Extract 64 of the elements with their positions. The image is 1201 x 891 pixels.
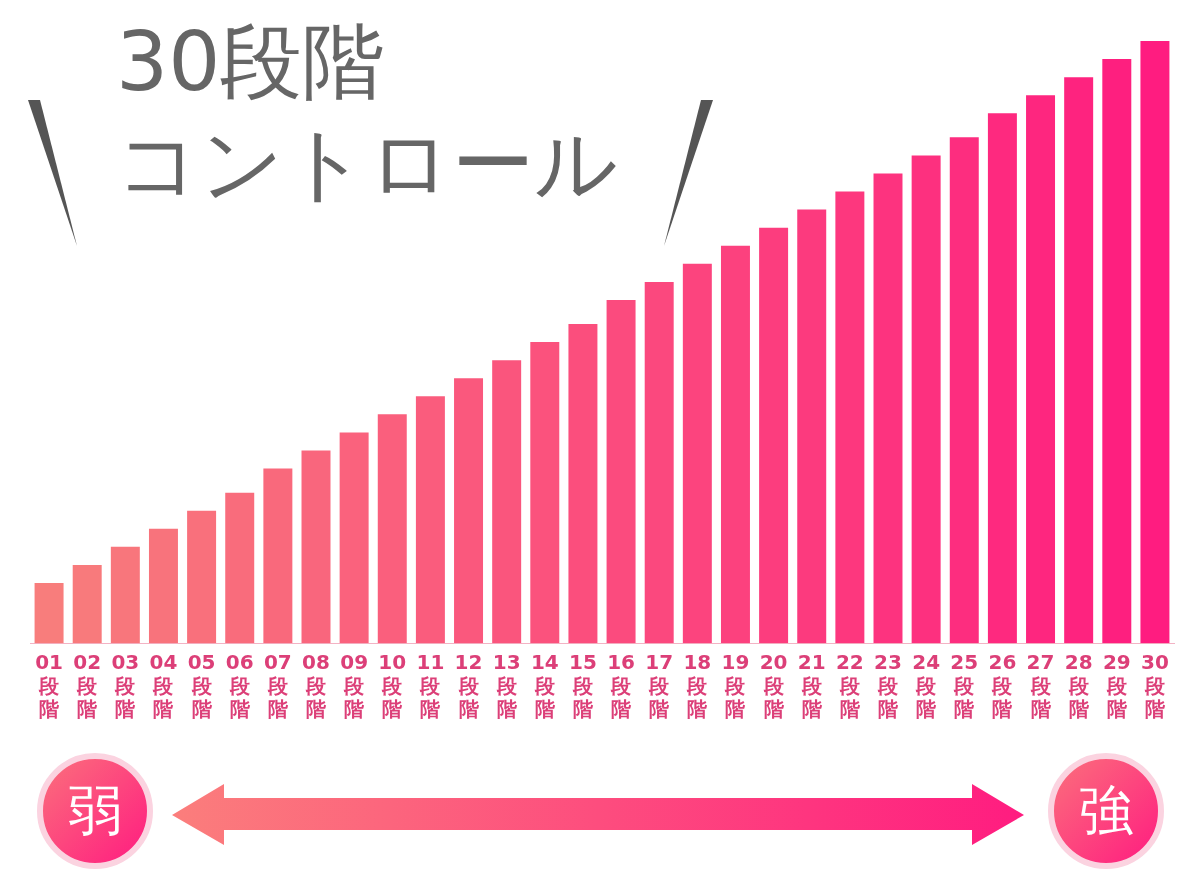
bar bbox=[72, 564, 102, 644]
bar bbox=[263, 468, 293, 644]
x-tick-label: 05段階 bbox=[187, 650, 216, 722]
bar bbox=[873, 173, 903, 644]
bar bbox=[606, 299, 636, 644]
bar bbox=[1102, 59, 1132, 644]
bar bbox=[301, 450, 331, 644]
x-tick-label: 01段階 bbox=[35, 650, 63, 722]
bar bbox=[835, 191, 865, 644]
bar bbox=[187, 510, 217, 644]
x-tick-label: 24段階 bbox=[912, 650, 941, 722]
bar bbox=[949, 137, 979, 644]
x-tick-label: 11段階 bbox=[416, 650, 445, 722]
x-tick-label: 19段階 bbox=[721, 650, 750, 722]
x-tick-label: 10段階 bbox=[378, 650, 407, 722]
bar bbox=[454, 378, 484, 644]
x-tick-label: 26段階 bbox=[988, 650, 1017, 722]
bar bbox=[148, 528, 178, 644]
text: 強 bbox=[1079, 779, 1133, 842]
bar bbox=[759, 227, 789, 644]
x-tick-label: 18段階 bbox=[683, 650, 712, 722]
bar bbox=[339, 432, 369, 644]
bar bbox=[1064, 77, 1094, 644]
x-tick-label: 07段階 bbox=[263, 650, 292, 722]
text: コントロール bbox=[116, 115, 618, 213]
bar bbox=[911, 155, 941, 644]
x-tick-label: 06段階 bbox=[225, 650, 254, 722]
x-tick-label: 08段階 bbox=[302, 650, 330, 722]
bar bbox=[720, 245, 750, 644]
chart-title: 30段階 bbox=[116, 13, 385, 111]
bar bbox=[644, 281, 674, 644]
bar bbox=[225, 492, 255, 644]
bar bbox=[492, 360, 522, 644]
bar bbox=[377, 414, 407, 644]
x-tick-label: 28段階 bbox=[1064, 650, 1093, 722]
x-tick-label: 23段階 bbox=[874, 650, 902, 722]
x-tick-label: 16段階 bbox=[607, 650, 635, 722]
x-tick-label: 03段階 bbox=[111, 650, 140, 722]
x-tick-label: 20段階 bbox=[759, 650, 788, 722]
x-tick-label: 13段階 bbox=[492, 650, 521, 722]
x-tick-label: 17段階 bbox=[645, 650, 674, 722]
bar bbox=[1140, 41, 1170, 644]
x-tick-label: 09段階 bbox=[340, 650, 369, 722]
x-tick-label: 22段階 bbox=[835, 650, 864, 722]
bar bbox=[530, 342, 560, 644]
bar bbox=[1026, 95, 1056, 644]
bar bbox=[34, 582, 64, 644]
bar bbox=[682, 263, 712, 644]
x-tick-label: 12段階 bbox=[454, 650, 483, 722]
bar bbox=[987, 113, 1017, 644]
x-tick-label: 21段階 bbox=[797, 650, 826, 722]
x-tick-label: 30段階 bbox=[1141, 650, 1169, 722]
bar bbox=[110, 546, 140, 644]
x-tick-label: 04段階 bbox=[149, 650, 178, 722]
bar bbox=[568, 324, 598, 644]
x-tick-label: 25段階 bbox=[950, 650, 979, 722]
bar bbox=[415, 396, 445, 644]
x-tick-label: 14段階 bbox=[530, 650, 559, 722]
x-tick-label: 02段階 bbox=[73, 650, 102, 722]
x-tick-label: 15段階 bbox=[569, 650, 597, 722]
bar bbox=[797, 209, 827, 644]
text: 弱 bbox=[68, 779, 122, 842]
x-tick-label: 27段階 bbox=[1026, 650, 1055, 722]
x-tick-label: 29段階 bbox=[1102, 650, 1131, 722]
